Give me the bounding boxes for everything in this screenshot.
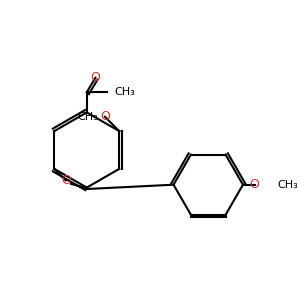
Text: O: O — [61, 174, 71, 187]
Text: O: O — [91, 71, 100, 84]
Text: CH₃: CH₃ — [114, 87, 135, 97]
Text: CH₃: CH₃ — [77, 112, 98, 122]
Text: O: O — [250, 178, 260, 191]
Text: CH₃: CH₃ — [278, 180, 298, 190]
Text: O: O — [100, 110, 110, 123]
